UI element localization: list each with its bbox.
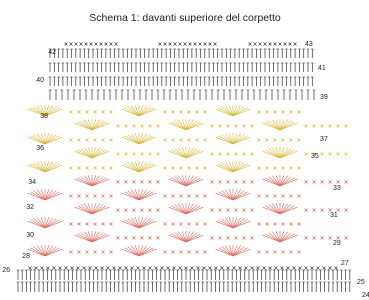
title: Schema 1: davanti superiore del corpetto (89, 12, 281, 24)
row-number: 28 (22, 253, 30, 260)
row-number: 35 (311, 153, 319, 160)
row-number: 29 (333, 240, 341, 247)
row-number: 34 (28, 179, 36, 186)
row-number: 41 (318, 65, 326, 72)
row-number: 40 (36, 77, 44, 84)
row-number: 43 (305, 41, 313, 48)
row-number: 37 (320, 136, 328, 143)
row-number: 30 (26, 232, 34, 239)
row-number: 33 (333, 185, 341, 192)
row-number: 24 (362, 292, 369, 299)
row-number: 36 (36, 145, 44, 152)
row-number: 25 (357, 279, 365, 286)
diagram: Schema 1: davanti superiore del corpetto… (0, 0, 369, 300)
row-number: 27 (341, 260, 349, 267)
row-number: 38 (40, 113, 48, 120)
row-number: 26 (2, 267, 10, 274)
row-number: 32 (26, 204, 34, 211)
row-number: 31 (330, 212, 338, 219)
row-number: 39 (320, 94, 328, 101)
row-number: 42 (48, 49, 56, 56)
background (0, 0, 369, 300)
